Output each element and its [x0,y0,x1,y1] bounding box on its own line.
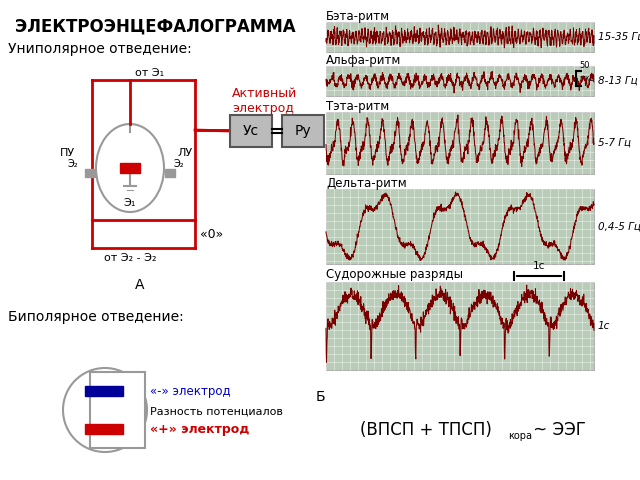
Text: 0,4-5 Гц: 0,4-5 Гц [598,221,640,231]
Text: «0»: «0» [200,228,223,241]
Text: (ВПСП + ТПСП): (ВПСП + ТПСП) [360,421,492,439]
Bar [165,169,175,177]
Text: Активный
электрод: Активный электрод [232,87,297,115]
Text: А: А [135,278,145,292]
Text: 8-13 Гц: 8-13 Гц [598,76,637,86]
Text: Судорожные разряды: Судорожные разряды [326,268,463,281]
Text: ЛУ: ЛУ [177,148,193,158]
Text: Униполярное отведение:: Униполярное отведение: [8,42,192,56]
Text: Ру: Ру [294,124,311,138]
Text: ~ ЭЭГ: ~ ЭЭГ [528,421,586,439]
Text: Б: Б [316,390,326,404]
Circle shape [63,368,147,452]
Bar [85,169,95,177]
Text: 5-7 Гц: 5-7 Гц [598,138,631,148]
Text: Биполярное отведение:: Биполярное отведение: [8,310,184,324]
Bar [85,424,123,434]
Text: 15-35 Гц: 15-35 Гц [598,32,640,42]
Bar [326,282,594,370]
Text: Тэта-ритм: Тэта-ритм [326,100,389,113]
Bar [326,22,594,52]
Text: Э₂: Э₂ [173,159,184,169]
Bar [120,163,140,173]
Bar [85,386,123,396]
Text: мкВ: мкВ [579,74,595,83]
Bar [326,112,594,174]
Text: Альфа-ритм: Альфа-ритм [326,54,401,67]
Bar [230,115,272,147]
Text: Э₂: Э₂ [68,159,78,169]
Text: от Э₂ - Э₂: от Э₂ - Э₂ [104,253,156,263]
Text: «-» электрод: «-» электрод [150,384,230,397]
Text: кора: кора [508,431,532,441]
Text: Разность потенциалов: Разность потенциалов [150,407,283,417]
Text: ЭЛЕКТРОЭНЦЕФАЛОГРАММА: ЭЛЕКТРОЭНЦЕФАЛОГРАММА [15,18,295,36]
Text: Ус: Ус [243,124,259,138]
Text: 1с: 1с [598,321,611,331]
Bar [282,115,324,147]
Text: ПУ: ПУ [60,148,75,158]
Text: 1с: 1с [533,261,545,271]
Bar [326,189,594,264]
Text: Э₁: Э₁ [124,198,136,208]
Ellipse shape [96,124,164,212]
Text: от Э₁: от Э₁ [135,68,164,78]
Text: «+» электрод: «+» электрод [150,422,250,435]
Bar [326,66,594,96]
Text: Бэта-ритм: Бэта-ритм [326,10,390,23]
Text: 50: 50 [579,61,589,70]
Text: Дельта-ритм: Дельта-ритм [326,177,407,190]
Bar [90,372,145,448]
